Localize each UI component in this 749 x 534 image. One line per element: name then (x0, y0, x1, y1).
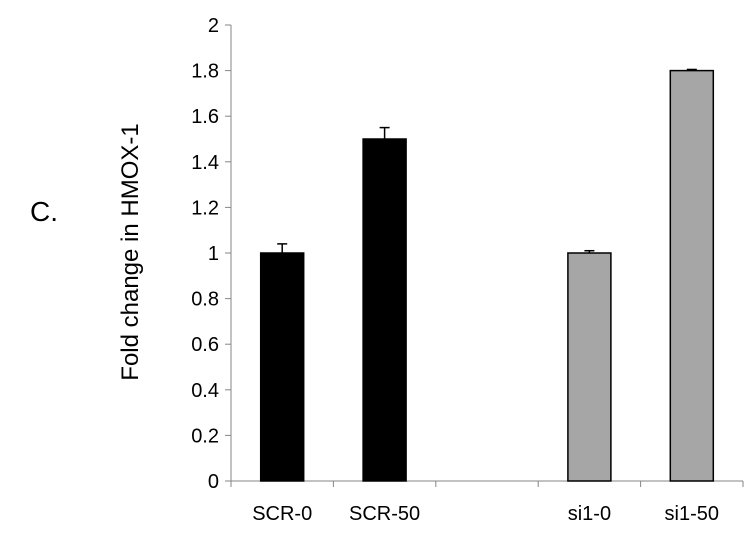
y-tick-label: 0.8 (191, 289, 219, 311)
error-bars (277, 68, 697, 253)
y-tick-label: 0.2 (191, 425, 219, 447)
bar (669, 69, 715, 482)
x-tick-labels: SCR-0 SCR-50 si1-0 si1-50 (252, 503, 719, 525)
y-tick-label: 2 (208, 15, 219, 37)
y-tick-label: 0 (208, 471, 219, 493)
y-tick-label: 1.2 (191, 197, 219, 219)
x-tick-label: si1-0 (568, 503, 611, 525)
x-tick-label: SCR-50 (349, 503, 420, 525)
x-tick-label: si1-50 (665, 503, 719, 525)
y-axis-label: Fold change in HMOX-1 (117, 123, 144, 380)
bar (567, 252, 612, 482)
y-tick-label: 0.4 (191, 380, 219, 402)
panel-label: C. (30, 196, 58, 227)
bars (259, 69, 715, 482)
y-tick-label: 1.8 (191, 61, 219, 83)
y-tick-label: 0.6 (191, 334, 219, 356)
chart-axes (225, 24, 744, 487)
y-tick-label: 1.4 (191, 152, 219, 174)
y-tick-labels: 0 0.2 0.4 0.6 0.8 1 1.2 1.4 1.6 1.8 2 (191, 15, 219, 493)
bar (259, 252, 305, 482)
x-tick-label: SCR-0 (252, 503, 312, 525)
y-tick-label: 1.6 (191, 106, 219, 128)
bar (362, 138, 407, 482)
y-tick-label: 1 (208, 243, 219, 265)
